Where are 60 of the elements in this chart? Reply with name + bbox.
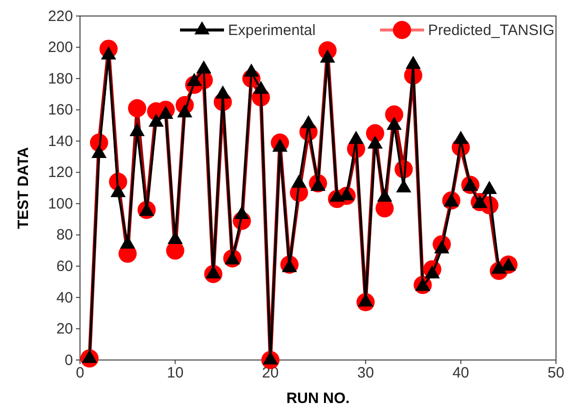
point: [291, 174, 307, 188]
point: [300, 115, 316, 128]
point: [472, 194, 488, 208]
y-tick-label: 0: [64, 352, 73, 369]
x-tick-label: 10: [166, 364, 184, 382]
y-tick-label: 20: [56, 320, 73, 338]
point: [377, 188, 392, 202]
y-tick-label: 120: [48, 164, 73, 182]
point: [462, 178, 478, 191]
point: [158, 106, 174, 119]
point: [386, 116, 402, 130]
point: [262, 351, 278, 364]
point: [453, 130, 468, 144]
y-tick-label: 80: [56, 226, 73, 244]
y-tick-label: 180: [48, 70, 73, 88]
point: [234, 206, 250, 219]
legend-label: Experimental: [228, 22, 316, 39]
point: [434, 240, 450, 254]
point: [130, 122, 145, 136]
y-tick-label: 100: [48, 195, 73, 212]
y-tick-label: 60: [56, 258, 73, 275]
point: [348, 130, 364, 144]
legend-label: Predicted_TANSIG: [428, 22, 554, 39]
point: [415, 278, 430, 291]
y-tick-label: 40: [56, 289, 73, 306]
point: [253, 80, 268, 94]
point: [272, 138, 288, 152]
x-axis-title: RUN NO.: [286, 390, 350, 407]
point: [186, 72, 202, 86]
x-tick-label: 50: [548, 364, 564, 382]
point: [385, 105, 404, 124]
y-tick-label: 140: [48, 132, 73, 150]
y-tick-label: 200: [48, 39, 73, 56]
point: [244, 64, 259, 77]
point: [206, 265, 221, 278]
point: [128, 99, 146, 118]
x-tick-label: 0: [76, 364, 84, 382]
point: [320, 49, 336, 63]
point: [148, 114, 164, 127]
point: [406, 56, 421, 69]
y-tick-label: 160: [48, 102, 73, 119]
point: [215, 85, 230, 99]
point: [91, 144, 107, 158]
point: [177, 104, 192, 118]
x-tick-label: 40: [452, 364, 470, 382]
point: [424, 265, 440, 278]
point: [482, 180, 497, 194]
y-axis-title: TEST DATA: [15, 146, 32, 229]
point: [329, 188, 345, 202]
point: [500, 257, 516, 271]
point: [110, 184, 126, 198]
point: [82, 350, 98, 363]
point: [100, 46, 116, 60]
point: [120, 236, 136, 249]
y-tick-label: 220: [48, 8, 73, 25]
x-tick-label: 30: [357, 364, 374, 382]
point: [491, 260, 506, 274]
point: [368, 135, 383, 149]
point: [224, 251, 240, 264]
point: [196, 60, 212, 74]
